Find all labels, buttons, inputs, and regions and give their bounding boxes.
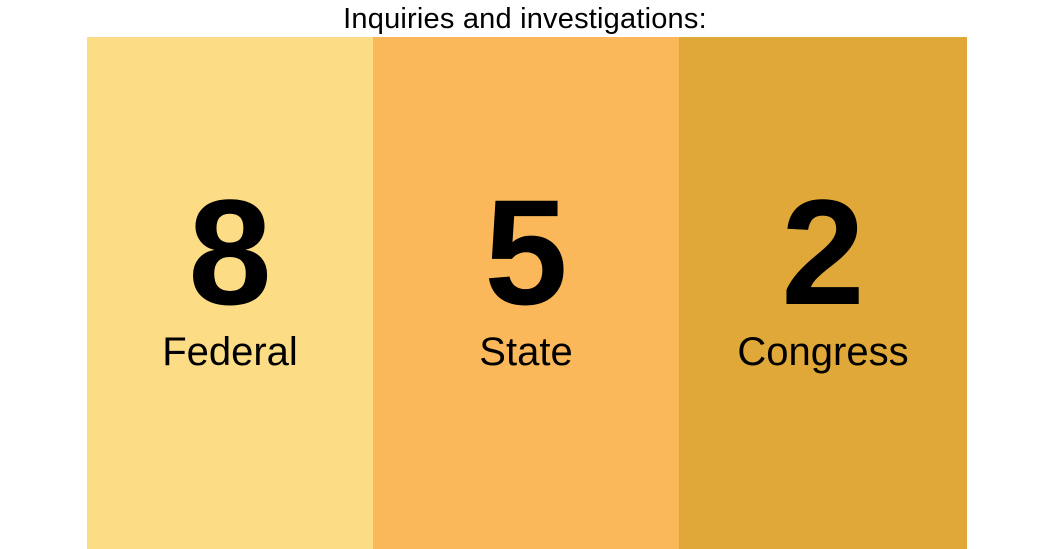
inquiry-panels: 8 Federal 5 State 2 Congress [87,37,967,549]
congress-count: 2 [781,168,865,336]
state-label: State [479,330,573,374]
congress-label: Congress [737,330,909,374]
page-title: Inquiries and investigations: [343,3,707,35]
federal-count: 8 [188,168,272,336]
federal-label: Federal [162,330,298,374]
panel-state: 5 State [373,37,679,549]
panel-congress: 2 Congress [679,37,967,549]
panel-federal: 8 Federal [87,37,373,549]
state-count: 5 [484,168,568,336]
